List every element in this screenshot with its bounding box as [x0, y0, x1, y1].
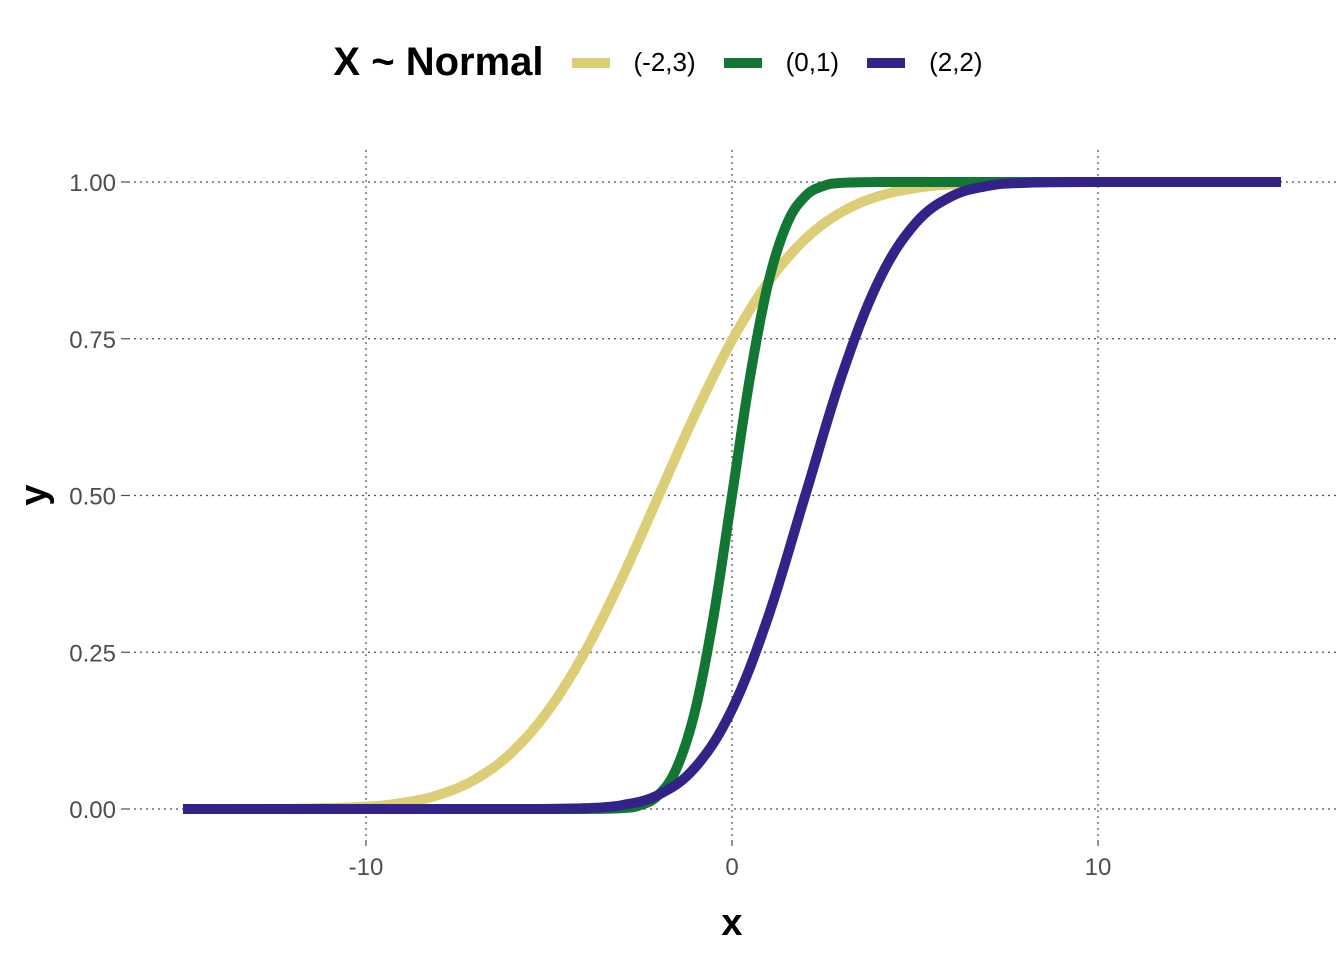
x-tick-label: -10 [349, 854, 384, 881]
legend-label-1: (0,1) [785, 47, 840, 77]
legend-label-2: (2,2) [929, 47, 983, 77]
legend-item-1: (0,1) [723, 47, 840, 78]
y-tick-label: 0.25 [69, 640, 116, 667]
x-tick-label: 10 [1085, 854, 1112, 881]
legend-label-0: (-2,3) [633, 47, 696, 77]
x-axis-title: x [721, 902, 742, 944]
y-tick-label: 0.50 [69, 484, 116, 511]
y-tick-label: 0.75 [69, 327, 116, 354]
legend-item-0: (-2,3) [571, 47, 696, 78]
legend-key-2 [867, 57, 906, 68]
series-layer [182, 176, 1282, 815]
x-tick-label: 0 [725, 854, 738, 881]
series-line-2 [183, 176, 1282, 815]
legend-item-2: (2,2) [867, 47, 983, 78]
legend-key-0 [571, 57, 610, 68]
y-tick-label: 0.00 [69, 797, 116, 824]
y-tick-label: 1.00 [69, 170, 116, 197]
legend-key-1 [723, 57, 762, 68]
legend-title: X ~ Normal [333, 40, 544, 84]
y-axis-title: y [13, 484, 55, 505]
axis-layer: -10 0 10 0.00 0.25 0.50 0.75 1.00 [69, 170, 1111, 881]
chart-legend: X ~ Normal (-2,3) (0,1) (2,2) [0, 40, 1344, 85]
